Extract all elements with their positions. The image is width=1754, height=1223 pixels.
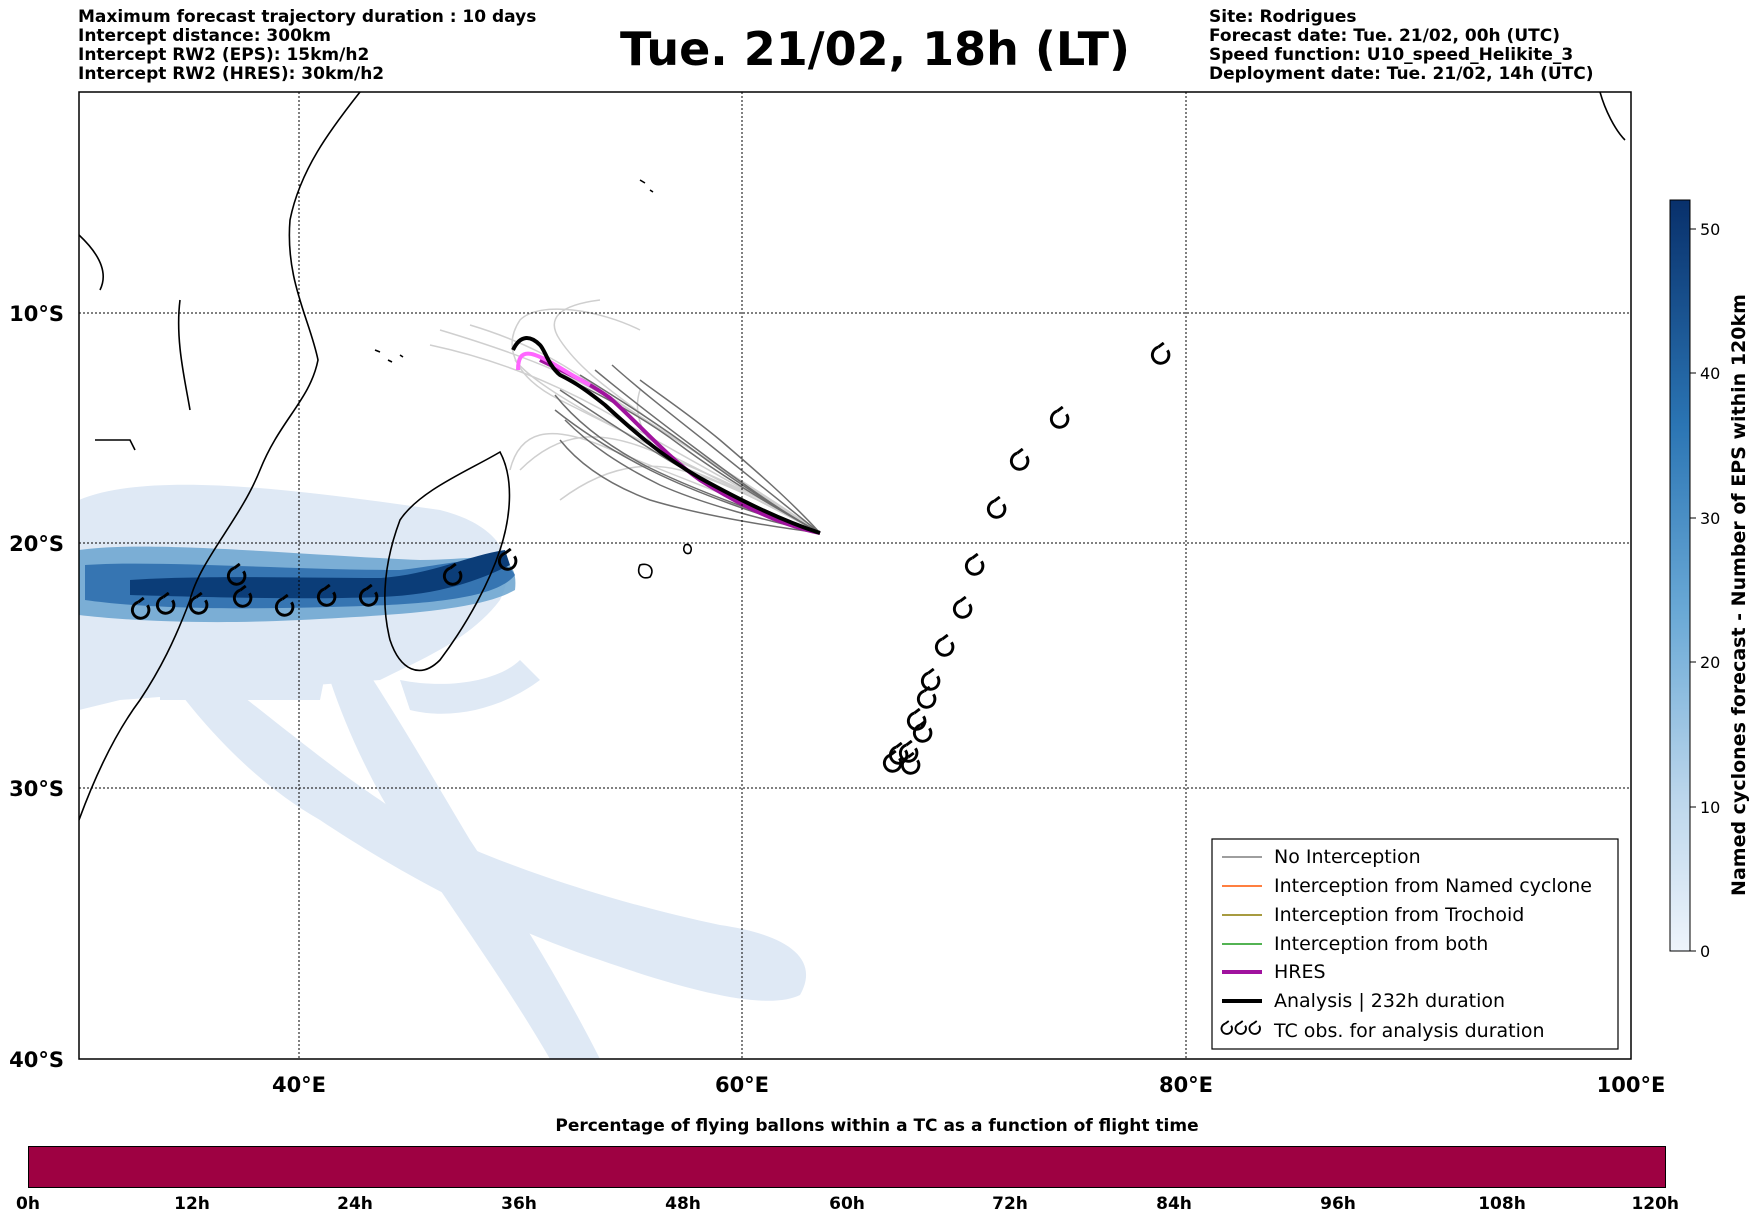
lat-tick-label: 10°S <box>9 302 64 326</box>
colorbar-ticks <box>1690 228 1696 952</box>
header-left-line: Intercept distance: 300km <box>78 26 331 46</box>
legend-item-label: HRES <box>1274 961 1326 983</box>
flight-time-tick-label: 0h <box>16 1194 40 1214</box>
legend-item-label: TC obs. for analysis duration <box>1273 1020 1545 1042</box>
eps-density-core <box>130 550 510 599</box>
flight-time-tick-label: 60h <box>829 1194 865 1214</box>
header-right-line: Forecast date: Tue. 21/02, 00h (UTC) <box>1209 26 1560 46</box>
reunion-coast <box>683 543 692 555</box>
comoros-coast <box>374 349 404 363</box>
colorbar-tick-label: 30 <box>1700 509 1720 528</box>
header-right-line: Site: Rodrigues <box>1209 7 1357 27</box>
map-gridlines <box>79 92 1631 1059</box>
colorbar-tick-label: 0 <box>1700 942 1710 961</box>
flight-time-tick-label: 36h <box>501 1194 537 1214</box>
legend-item-label: Interception from Named cyclone <box>1274 875 1592 897</box>
flight-time-bar-title: Percentage of flying ballons within a TC… <box>555 1116 1199 1136</box>
lon-axis-labels: 40°E 60°E 80°E 100°E <box>272 1073 1665 1097</box>
colorbar-tick-label: 10 <box>1700 798 1720 817</box>
lat-axis-labels: 10°S 20°S 30°S 40°S <box>9 302 64 1072</box>
mauritius-coast <box>637 563 653 579</box>
trajectory-map: 10°S 20°S 30°S 40°S 40°E 60°E 80°E 100°E… <box>9 91 1750 1097</box>
lat-tick-label: 40°S <box>9 1048 64 1072</box>
hres-start-segment <box>516 351 591 387</box>
legend-item-label: Interception from both <box>1274 933 1488 955</box>
flight-time-tick-label: 24h <box>337 1194 373 1214</box>
seychelles-coast <box>639 179 654 193</box>
madagascar-coast <box>384 450 511 672</box>
page-title: Tue. 21/02, 18h (LT) <box>620 22 1130 76</box>
africa-coast <box>79 92 361 821</box>
arabia-coast <box>79 234 105 291</box>
header-left-info: Maximum forecast trajectory duration : 1… <box>78 8 536 84</box>
legend-item-label: Interception from Trochoid <box>1274 904 1524 926</box>
flight-time-tick-label: 84h <box>1156 1194 1192 1214</box>
map-frame <box>78 91 1632 1060</box>
legend-box <box>1211 838 1619 1050</box>
colorbar-title: Named cyclones forecast - Number of EPS … <box>1728 294 1750 896</box>
flight-time-tick-label: 12h <box>174 1194 210 1214</box>
lon-tick-label: 80°E <box>1159 1073 1213 1097</box>
lat-tick-label: 30°S <box>9 777 64 801</box>
flight-time-tick-label: 48h <box>665 1194 701 1214</box>
header-left-line: Intercept RW2 (HRES): 30km/h2 <box>78 64 385 84</box>
header-right-info: Site: Rodrigues Forecast date: Tue. 21/0… <box>1209 8 1594 84</box>
map-legend: No Interception Interception from Named … <box>1211 838 1619 1050</box>
flight-time-tick-label: 72h <box>992 1194 1028 1214</box>
lon-tick-label: 60°E <box>715 1073 769 1097</box>
legend-item-label: No Interception <box>1274 846 1421 868</box>
colorbar-gradient <box>1669 199 1691 952</box>
analysis-track <box>511 336 821 535</box>
header-right-line: Speed function: U10_speed_Helikite_3 <box>1209 45 1574 65</box>
colorbar-tick-label: 20 <box>1700 653 1720 672</box>
header-left-line: Intercept RW2 (EPS): 15km/h2 <box>78 45 370 65</box>
flight-time-tick-label: 96h <box>1320 1194 1356 1214</box>
lon-tick-label: 100°E <box>1597 1073 1666 1097</box>
header-left-line: Maximum forecast trajectory duration : 1… <box>78 7 537 27</box>
lon-tick-label: 40°E <box>272 1073 326 1097</box>
flight-time-tick-label: 120h <box>1631 1194 1680 1214</box>
flight-time-tick-label: 108h <box>1478 1194 1526 1214</box>
colorbar-tick-label: 50 <box>1700 220 1720 239</box>
lat-tick-label: 20°S <box>9 532 64 556</box>
india-coast <box>1599 92 1626 141</box>
legend-item-label: Analysis | 232h duration <box>1274 990 1505 1012</box>
eps-colorbar: 0 10 20 30 40 50 Named cyclones forecast… <box>1669 199 1750 961</box>
colorbar-tick-label: 40 <box>1700 364 1720 383</box>
map-content <box>79 92 1631 1059</box>
coastlines <box>79 92 1626 821</box>
header-right-line: Deployment date: Tue. 21/02, 14h (UTC) <box>1209 64 1594 84</box>
flight-time-bar <box>28 1146 1666 1188</box>
